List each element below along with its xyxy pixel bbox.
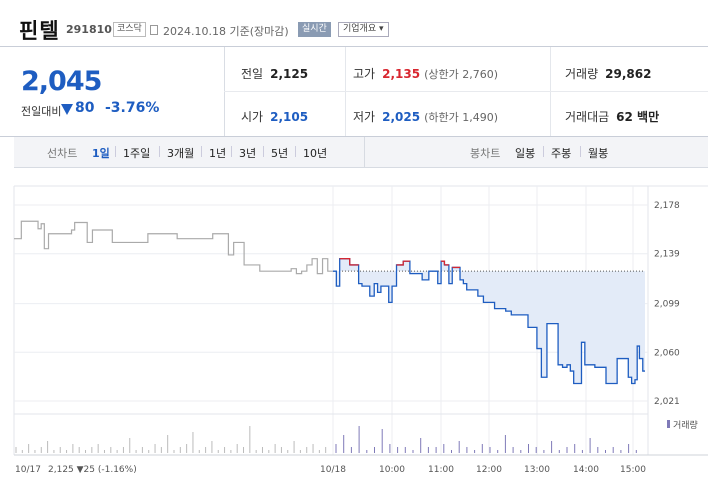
today-price-line <box>333 258 645 385</box>
tab-5y[interactable]: 5년 <box>271 147 289 160</box>
down-triangle-icon <box>61 104 73 115</box>
date-text: 2024.10.18 기준(장마감) <box>163 25 289 38</box>
prev-close-value: 2,125 <box>270 67 309 81</box>
divider <box>224 91 708 92</box>
tabs-divider <box>364 137 365 168</box>
low-price: 저가 2,025 (하한가 1,490) <box>353 108 498 125</box>
prev-close: 전일 2,125 <box>241 65 308 82</box>
tab-separator <box>201 146 202 157</box>
y-tick-label: 2,139 <box>654 250 680 260</box>
change-percent: -3.76% <box>105 100 160 116</box>
prev-close-label: 전일 <box>241 67 264 81</box>
high-label: 고가 <box>353 67 376 81</box>
change-label: 전일대비 <box>21 105 62 118</box>
title-bar: 핀텔 291810 코스닥 2024.10.18 기준(장마감) 실시간 기업개… <box>0 0 708 46</box>
tab-separator <box>115 146 116 157</box>
tab-1d[interactable]: 1일 <box>92 147 110 160</box>
y-tick-label: 2,099 <box>654 300 680 310</box>
amount-label: 거래대금 <box>565 110 610 124</box>
x-tick-label: 14:00 <box>573 465 599 475</box>
chart-fill <box>333 258 645 384</box>
volume-label: 거래량 <box>565 67 599 81</box>
above-prev-close-segment <box>441 260 446 265</box>
chart-tabs: 선차트 1일 1주일 3개월 1년 3년 5년 10년 봉차트 일봉 주봉 월봉 <box>14 137 708 168</box>
chart-lines <box>14 220 645 385</box>
x-tick-label: 13:00 <box>524 465 550 475</box>
line-chart-label: 선차트 <box>47 147 78 160</box>
prev-day-price-line <box>14 220 333 275</box>
high-price: 고가 2,135 (상한가 2,760) <box>353 65 498 82</box>
open-label: 시가 <box>241 110 264 124</box>
x-tick-label: 12:00 <box>476 465 502 475</box>
x-tick-label: 10/18 <box>320 465 346 475</box>
tab-3m[interactable]: 3개월 <box>167 147 195 160</box>
company-overview-button[interactable]: 기업개요 ▾ <box>338 22 389 37</box>
lower-limit: (하한가 1,490) <box>424 111 498 124</box>
prev-day-summary: 2,125 ▼25 (-1.16%) <box>48 465 137 475</box>
stock-name: 핀텔 <box>19 19 60 43</box>
open-price: 시가 2,105 <box>241 108 308 125</box>
tab-3y[interactable]: 3년 <box>239 147 257 160</box>
market-badge: 코스닥 <box>113 22 146 37</box>
x-tick-label: 15:00 <box>620 465 646 475</box>
change-value: 80 <box>75 100 95 116</box>
volume-legend-swatch <box>667 420 670 428</box>
tab-monthly[interactable]: 월봉 <box>588 147 609 160</box>
tab-daily[interactable]: 일봉 <box>515 147 536 160</box>
trade-amount: 거래대금 62 백만 <box>565 108 659 125</box>
stock-code: 291810 <box>66 23 112 36</box>
tab-separator <box>295 146 296 157</box>
current-price: 2,045 <box>21 66 102 97</box>
realtime-button[interactable]: 실시간 <box>298 22 331 37</box>
tab-separator <box>580 146 581 157</box>
tab-1w[interactable]: 1주일 <box>123 147 151 160</box>
volume-legend-label: 거래량 <box>673 419 698 431</box>
x-tick-label: 11:00 <box>428 465 454 475</box>
y-tick-label: 2,178 <box>654 201 680 211</box>
volume-bars <box>15 426 637 453</box>
price-summary: 2,045 전일대비 80 -3.76% 전일 2,125 고가 2,135 (상한가… <box>0 46 708 137</box>
low-label: 저가 <box>353 110 376 124</box>
tab-weekly[interactable]: 주봉 <box>551 147 572 160</box>
y-tick-label: 2,021 <box>654 397 680 407</box>
prev-day-date-label: 10/17 <box>15 465 41 475</box>
tab-separator <box>263 146 264 157</box>
upper-limit: (상한가 2,760) <box>424 68 498 81</box>
above-prev-close-segment <box>344 258 351 265</box>
above-prev-close-segment <box>399 261 404 266</box>
tab-separator <box>231 146 232 157</box>
below-prev-close-fill <box>333 258 645 384</box>
volume: 거래량 29,862 <box>565 65 651 82</box>
open-value: 2,105 <box>270 110 309 124</box>
tab-separator <box>543 146 544 157</box>
tab-separator <box>159 146 160 157</box>
y-tick-label: 2,060 <box>654 348 680 358</box>
tab-1y[interactable]: 1년 <box>209 147 227 160</box>
tab-10y[interactable]: 10년 <box>303 147 328 160</box>
chart-labels: 2,178 2,139 2,099 2,060 2,021 10/18 10:00 11:00… <box>15 201 698 475</box>
low-value: 2,025 <box>382 110 421 124</box>
high-value: 2,135 <box>382 67 421 81</box>
x-tick-label: 10:00 <box>379 465 405 475</box>
volume-value: 29,862 <box>605 67 652 81</box>
candle-chart-label: 봉차트 <box>470 147 501 160</box>
document-icon <box>150 25 158 35</box>
amount-value: 62 백만 <box>616 110 660 124</box>
